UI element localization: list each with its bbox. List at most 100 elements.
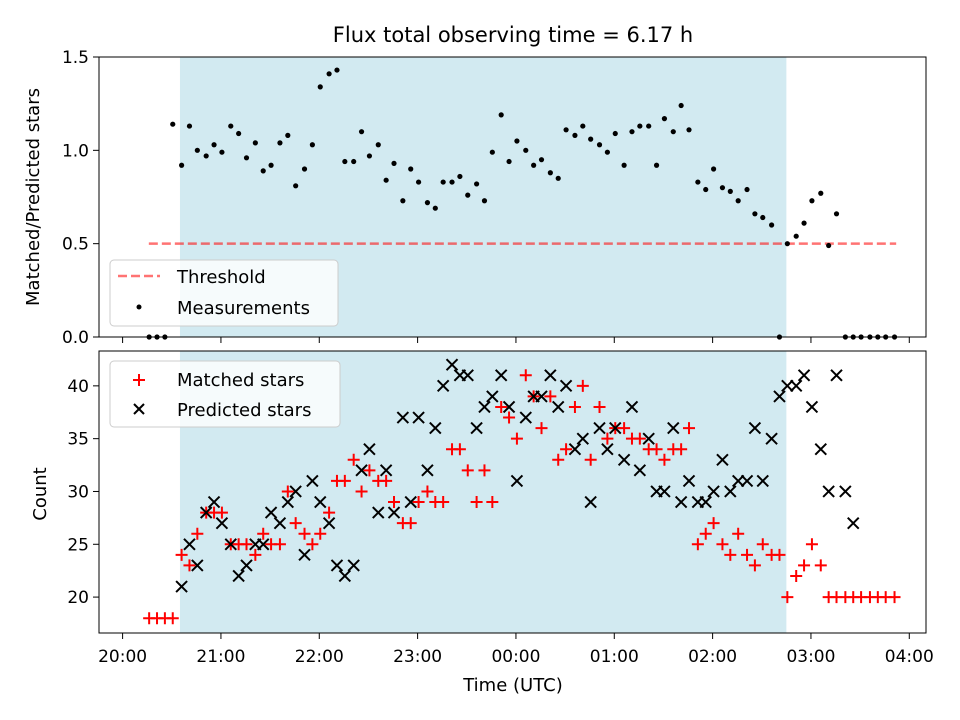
measurement-point [670,129,676,135]
predicted-star-point [486,390,499,403]
measurement-point [465,192,471,198]
measurement-point [342,158,348,165]
measurement-point [514,138,520,144]
x-tick-label: 04:00 [885,647,934,667]
measurement-point [440,179,446,185]
x-tick-label: 21:00 [196,647,245,667]
measurement-point [695,179,701,185]
measurement-point [243,155,250,161]
measurement-point [653,162,660,168]
count-panel: 20 25 30 35 40 20:00 21:00 22:00 23:00 00:00 01:0… [30,350,934,696]
predicted-star-point [281,495,295,509]
predicted-star-point [789,379,803,393]
matched-star-point [166,612,179,625]
matched-star-point [249,548,262,561]
count-y-axis-label: Count [30,467,51,520]
legend-matched-swatch [133,374,145,386]
matched-star-point [544,390,557,403]
matched-star-point [175,548,188,561]
matched-star-point [273,538,286,551]
predicted-star-point [593,421,606,435]
measurement-point [211,142,217,148]
predicted-star-point [412,411,425,424]
predicted-star-point [183,538,196,551]
measurement-point [572,132,578,138]
matched-star-point [363,464,376,477]
measurement-point [351,158,357,165]
measurement-point [432,205,438,211]
ratio-plot-frame [98,56,927,338]
matched-star-point [306,538,319,551]
legend-measurement-swatch [136,304,142,310]
measurement-point [719,185,726,191]
predicted-star-point [674,495,688,509]
predicted-star-point [347,559,360,572]
predicted-star-point [584,495,597,509]
matched-star-point [421,485,434,498]
measurement-point [408,166,414,172]
measurement-point [612,130,618,137]
matched-star-point [568,400,581,413]
legend-measurements-label: Measurements [177,298,310,319]
matched-star-point [281,485,294,498]
y-tick-label: 1.5 [62,48,89,68]
measurement-point [375,142,381,148]
measurement-point [646,123,652,129]
matched-star-point [798,559,811,572]
ratio-legend-box [109,259,339,327]
measurement-point [317,84,323,90]
predicted-star-point [224,538,237,551]
matched-star-point [716,538,729,551]
predicted-star-point [559,379,573,393]
ratio-legend: Threshold Measurements [109,259,339,327]
predicted-star-point [207,495,221,509]
matched-star-point [601,432,614,445]
predicted-star-point [461,369,474,382]
measurement-point [383,177,389,183]
measurement-point [194,147,200,153]
matched-star-point [699,527,712,540]
y-tick-label: 20 [67,588,89,608]
ratio-panel: 0.0 0.5 1.0 1.5 Matched/Predicted stars Thr… [23,48,927,348]
predicted-star-point [756,474,769,488]
predicted-star-point [731,474,745,488]
measurement-point [301,166,308,172]
measurement-point [563,127,569,133]
y-tick-label: 30 [67,482,89,502]
measurement-point [727,188,733,194]
matched-star-point [741,548,754,561]
measurement-point [309,142,315,148]
matched-star-point [470,496,483,509]
measurement-point [547,170,553,176]
matched-star-point [215,506,228,519]
predicted-star-point [642,432,655,445]
measurement-point [555,175,561,181]
measurement-point [621,162,627,168]
predicted-star-point [478,400,491,414]
predicted-star-point [667,421,680,435]
matched-star-point [535,422,548,435]
predicted-star-point [576,432,590,445]
predicted-star-point [298,548,311,562]
measurement-point [366,153,373,159]
y-tick-label: 0.5 [62,235,89,255]
predicted-star-point [470,421,483,435]
count-plot-frame [98,350,927,634]
x-axis-label: Time (UTC) [462,675,563,696]
predicted-star-point [805,400,819,414]
predicted-star-point [429,421,442,435]
matched-star-point [781,591,794,604]
matched-star-point [576,379,589,392]
measurement-point [489,149,495,155]
y-tick-label: 25 [67,535,89,555]
predicted-star-point [740,474,754,488]
measurement-point [203,153,209,159]
predicted-star-point [314,495,327,509]
matched-star-point [495,400,508,413]
matched-star-point [347,453,360,466]
measurement-point [760,214,766,221]
predicted-star-point [724,485,737,498]
measurement-point [334,67,340,73]
matched-star-point [691,538,704,551]
